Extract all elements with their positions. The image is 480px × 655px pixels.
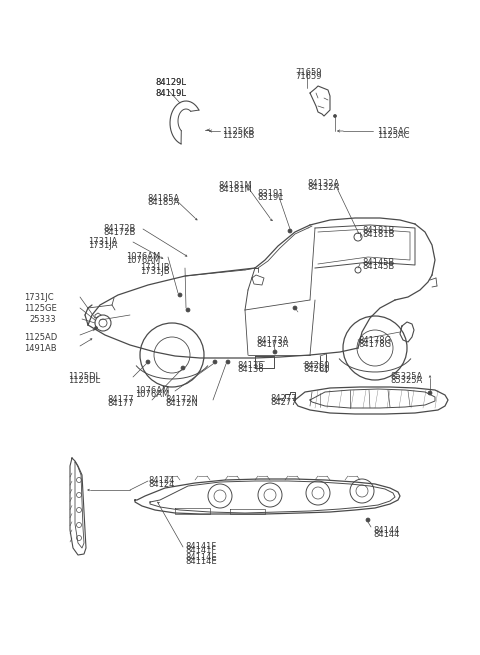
Text: 84119L: 84119L xyxy=(155,89,186,98)
Text: 84173A: 84173A xyxy=(256,340,288,349)
Text: 84173A: 84173A xyxy=(256,336,288,345)
Text: 84124: 84124 xyxy=(148,476,174,485)
Text: 84132A: 84132A xyxy=(307,183,339,192)
Text: 84144: 84144 xyxy=(373,526,399,535)
Text: 84114E: 84114E xyxy=(185,553,216,562)
Text: 84172B: 84172B xyxy=(103,224,135,233)
Circle shape xyxy=(186,308,190,312)
Text: 84132A: 84132A xyxy=(307,179,339,188)
Circle shape xyxy=(334,115,336,117)
Text: 1125DL: 1125DL xyxy=(68,376,100,385)
Text: 84172N: 84172N xyxy=(165,395,198,404)
Text: 84181M: 84181M xyxy=(218,181,252,190)
Circle shape xyxy=(288,229,292,233)
Text: 71659: 71659 xyxy=(295,68,322,77)
Circle shape xyxy=(293,306,297,310)
Circle shape xyxy=(178,293,182,297)
Circle shape xyxy=(181,366,185,370)
Text: 1125KB: 1125KB xyxy=(222,131,254,140)
Text: 84141F: 84141F xyxy=(185,546,216,555)
Text: 84136: 84136 xyxy=(237,365,264,374)
Text: 1125GE: 1125GE xyxy=(24,304,57,313)
Text: 1076AM: 1076AM xyxy=(135,386,169,395)
Text: 84177: 84177 xyxy=(107,395,133,404)
Text: 84177: 84177 xyxy=(107,399,133,408)
Text: 1491AB: 1491AB xyxy=(24,344,57,353)
Text: 1076AM: 1076AM xyxy=(126,252,160,261)
Text: 84181M: 84181M xyxy=(218,185,252,194)
Text: 84129L: 84129L xyxy=(155,78,186,87)
Text: 85325A: 85325A xyxy=(390,376,422,385)
Circle shape xyxy=(146,360,150,364)
Text: 71659: 71659 xyxy=(295,72,322,81)
Text: 1076AM: 1076AM xyxy=(126,256,160,265)
Text: 84124: 84124 xyxy=(148,480,174,489)
Text: 83191: 83191 xyxy=(257,189,284,198)
Text: 84178G: 84178G xyxy=(358,336,391,345)
Text: 1125KB: 1125KB xyxy=(222,127,254,136)
Text: 84141F: 84141F xyxy=(185,542,216,551)
Text: 84185A: 84185A xyxy=(147,198,179,207)
Text: 84145B: 84145B xyxy=(362,258,394,267)
Circle shape xyxy=(428,391,432,395)
Text: 1731JB: 1731JB xyxy=(140,263,169,272)
Text: 84172B: 84172B xyxy=(103,228,135,237)
Text: 1076AM: 1076AM xyxy=(135,390,169,399)
Text: 84260: 84260 xyxy=(303,361,329,370)
Text: 83191: 83191 xyxy=(257,193,284,202)
Text: 1125AC: 1125AC xyxy=(377,131,409,140)
Text: 1731JC: 1731JC xyxy=(24,293,54,302)
Text: 84144: 84144 xyxy=(373,530,399,539)
Text: 84119L: 84119L xyxy=(155,89,186,98)
Text: 1125DL: 1125DL xyxy=(68,372,100,381)
Text: 1125AC: 1125AC xyxy=(377,127,409,136)
Text: 84114E: 84114E xyxy=(185,557,216,566)
Text: 1731JA: 1731JA xyxy=(88,241,118,250)
Text: 1731JA: 1731JA xyxy=(88,237,118,246)
Text: 84277: 84277 xyxy=(270,398,297,407)
Text: 84136: 84136 xyxy=(237,361,264,370)
Text: 84145B: 84145B xyxy=(362,262,394,271)
Text: 84185A: 84185A xyxy=(147,194,179,203)
Circle shape xyxy=(226,360,230,364)
Circle shape xyxy=(366,518,370,522)
Circle shape xyxy=(95,326,97,329)
Circle shape xyxy=(273,350,277,354)
Text: 25333: 25333 xyxy=(29,315,56,324)
Text: 84172N: 84172N xyxy=(165,399,198,408)
Text: 84181B: 84181B xyxy=(362,230,395,239)
Text: 84277: 84277 xyxy=(270,394,297,403)
Text: 1125AD: 1125AD xyxy=(24,333,57,342)
Text: 84178G: 84178G xyxy=(358,340,391,349)
Text: 84260: 84260 xyxy=(303,365,329,374)
Text: 84181B: 84181B xyxy=(362,226,395,235)
Text: 1731JB: 1731JB xyxy=(140,267,169,276)
Text: 85325A: 85325A xyxy=(390,372,422,381)
Text: 84129L: 84129L xyxy=(155,78,186,87)
Circle shape xyxy=(213,360,217,364)
